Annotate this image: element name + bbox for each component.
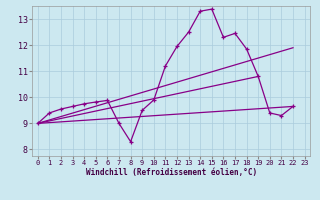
X-axis label: Windchill (Refroidissement éolien,°C): Windchill (Refroidissement éolien,°C) <box>86 168 257 177</box>
